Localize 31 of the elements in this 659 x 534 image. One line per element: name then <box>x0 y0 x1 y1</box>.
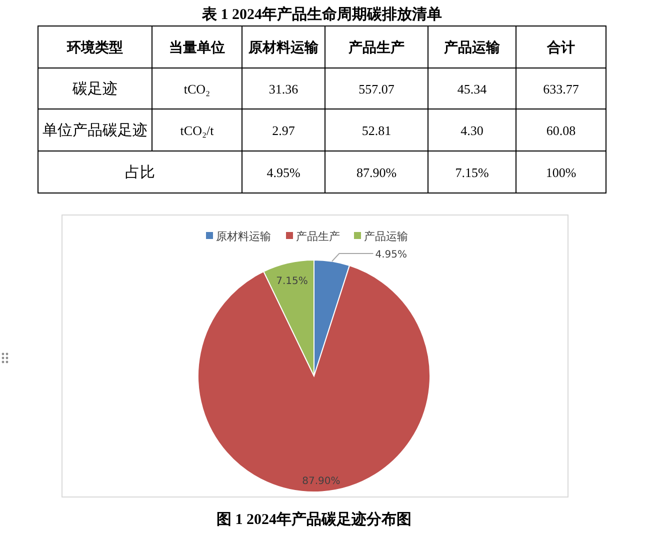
text: tCO₂ <box>184 82 210 96</box>
legend-label: 原材料运输 <box>216 230 271 243</box>
text: 碳足迹 <box>72 80 118 98</box>
text: 环境类型 <box>66 39 123 56</box>
text: 52.81 <box>362 123 392 138</box>
text: 100% <box>546 165 576 180</box>
text: 31.36 <box>268 82 299 96</box>
text: 2.97 <box>272 123 296 138</box>
text: 合计 <box>546 40 575 56</box>
text: 产品生产 <box>348 39 404 56</box>
text: 60.08 <box>546 123 576 138</box>
text: tCO₂/t <box>180 123 214 138</box>
text: 图 1 2024年产品碳足迹分布图 <box>216 510 412 528</box>
text: 45.34 <box>457 82 488 96</box>
text: 7.15% <box>455 165 489 180</box>
legend-label: 产品运输 <box>364 230 408 243</box>
data-label: 4.95% <box>375 249 407 260</box>
data-label: 87.90% <box>302 476 340 488</box>
text: 占比 <box>125 164 155 181</box>
text: 633.77 <box>543 82 580 96</box>
text: 表 1 2024年产品生命周期碳排放清单 <box>201 6 442 23</box>
text: 当量单位 <box>169 40 225 56</box>
text: 产品运输 <box>443 39 501 56</box>
text: 4.95% <box>266 165 300 180</box>
text: 4.30 <box>460 123 484 138</box>
text: 557.07 <box>358 82 395 96</box>
data-label: 7.15% <box>276 276 308 287</box>
legend-label: 产品生产 <box>296 230 340 243</box>
text: 87.90% <box>356 165 397 180</box>
text: 原材料运输 <box>248 40 320 56</box>
text: 单位产品碳足迹 <box>42 122 148 139</box>
